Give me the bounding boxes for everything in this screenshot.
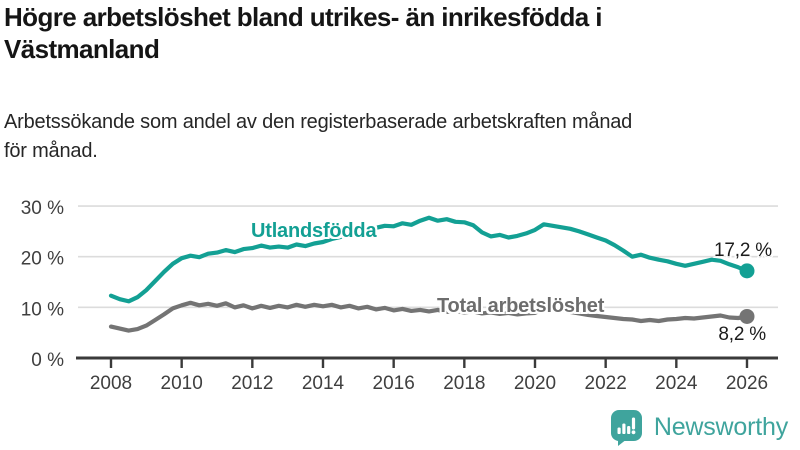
- chart-subtitle-line1: Arbetssökande som andel av den registerb…: [4, 111, 633, 133]
- x-tick-label: 2020: [514, 373, 556, 394]
- chart-subtitle: Arbetssökande som andel av den registerb…: [4, 108, 784, 166]
- page-title-line1: Högre arbetslöshet bland utrikes- än inr…: [4, 2, 602, 32]
- chart-subtitle-line2: för månad.: [4, 140, 98, 162]
- end-value-label-total: 8,2 %: [718, 324, 766, 345]
- y-tick-label: 30 %: [21, 198, 64, 219]
- series-line: [108, 215, 750, 304]
- newsworthy-logo-text: Newsworthy: [653, 413, 788, 441]
- x-tick-label: 2014: [302, 373, 345, 394]
- x-tick-label: 2010: [161, 373, 203, 394]
- x-tick-label: 2018: [443, 373, 485, 394]
- series-end-dot: [739, 263, 755, 279]
- newsworthy-bubble-chart-icon: [610, 410, 642, 446]
- series-end-dot: [739, 308, 755, 324]
- x-tick-label: 2016: [373, 373, 415, 394]
- x-tick-label: 2008: [90, 373, 132, 394]
- x-tick-label: 2026: [726, 373, 768, 394]
- series-label-utlandsfodda: Utlandsfödda: [251, 220, 377, 242]
- series-line: [108, 300, 750, 333]
- x-tick-label: 2022: [585, 373, 627, 394]
- y-tick-label: 0 %: [31, 350, 64, 371]
- y-tick-label: 20 %: [21, 249, 64, 270]
- page-title: Högre arbetslöshet bland utrikes- än inr…: [4, 1, 784, 65]
- series-label-total-arbetsloshet: Total arbetslöshet: [437, 295, 605, 317]
- x-tick-label: 2012: [231, 373, 273, 394]
- end-value-label-utlandsfodda: 17,2 %: [714, 240, 772, 261]
- y-tick-label: 10 %: [21, 299, 64, 320]
- page-title-line2: Västmanland: [4, 34, 160, 64]
- x-tick-label: 2024: [655, 373, 698, 394]
- newsworthy-logo[interactable]: Newsworthy: [610, 409, 788, 446]
